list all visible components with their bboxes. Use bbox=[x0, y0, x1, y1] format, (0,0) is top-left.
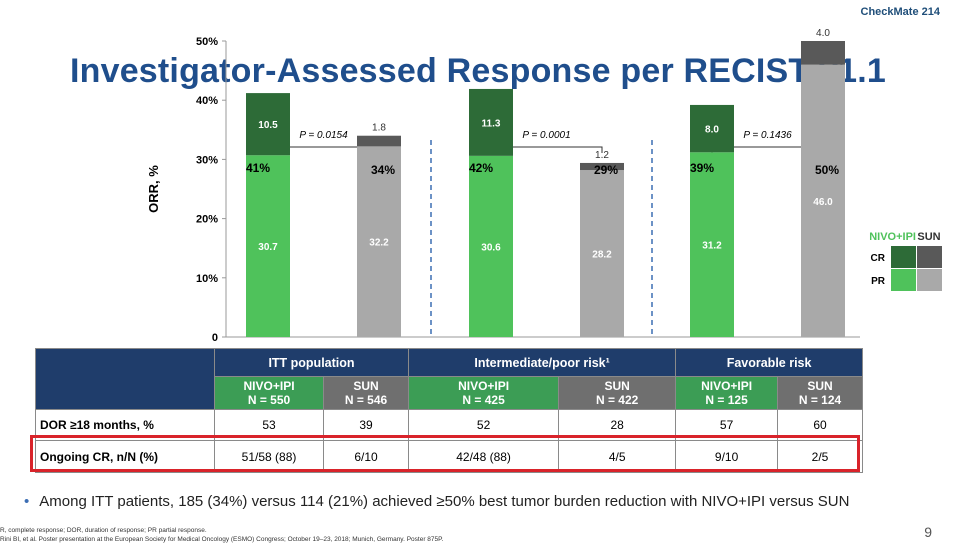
table-cell: 42/48 (88) bbox=[407, 440, 560, 473]
bullet-dot-icon: • bbox=[24, 493, 30, 510]
bar-cr-segment bbox=[469, 88, 513, 156]
footnote-abbreviations: R, complete response; DOR, duration of r… bbox=[0, 527, 207, 534]
p-value-label: P = 0.0154 bbox=[299, 130, 348, 141]
subheader-fav-sun: SUN N = 124 bbox=[777, 376, 863, 410]
y-tick-label: 20% bbox=[196, 214, 218, 226]
y-tick-label: 50% bbox=[196, 36, 218, 48]
table-corner bbox=[35, 348, 215, 410]
subheader-ip-sun: SUN N = 422 bbox=[558, 376, 677, 410]
table-cell: 6/10 bbox=[323, 440, 409, 473]
cr-value-label: 8.0 bbox=[705, 125, 719, 136]
orr-stacked-bar-chart: 0 10% 20% 30% 40% 50% ORR, % P = 0.0154 30.7 10.5… bbox=[146, 28, 942, 344]
pr-value-label: 46.0 bbox=[813, 197, 833, 208]
pr-value-label: 32.2 bbox=[369, 238, 389, 249]
group-header-itt: ITT population bbox=[214, 348, 409, 377]
cr-value-label: 1.2 bbox=[595, 150, 609, 161]
y-axis-title: ORR, % bbox=[146, 165, 161, 213]
cr-value-label: 11.3 bbox=[482, 118, 501, 129]
bar-pr-segment bbox=[246, 155, 290, 337]
cr-value-label: 4.0 bbox=[816, 28, 830, 39]
table-cell: 4/5 bbox=[558, 440, 677, 473]
legend-nivo-cr-swatch bbox=[891, 246, 916, 268]
page-number: 9 bbox=[924, 524, 932, 540]
total-orr-label: 29% bbox=[594, 163, 618, 177]
bar-cr-segment bbox=[580, 162, 624, 171]
bar-cr-segment bbox=[801, 41, 845, 65]
legend-sun-cr-swatch bbox=[917, 246, 942, 268]
ongoing-cr-highlight bbox=[30, 435, 860, 472]
legend-nivo-pr-swatch bbox=[891, 269, 916, 291]
p-value-label: P = 0.1436 bbox=[743, 130, 792, 141]
row-label: Ongoing CR, n/N (%) bbox=[35, 440, 215, 473]
pr-value-label: 30.7 bbox=[258, 242, 278, 253]
group-header-intermediate-poor: Intermediate/poor risk¹ bbox=[407, 348, 677, 377]
table-row-ongoing-cr: Ongoing CR, n/N (%) 51/58 (88) 6/10 42/4… bbox=[35, 440, 863, 473]
subheader-ip-nivo: NIVO+IPI N = 425 bbox=[407, 376, 560, 410]
response-table: ITT population Intermediate/poor risk¹ F… bbox=[35, 348, 863, 473]
bar-pr-segment bbox=[580, 170, 624, 337]
subheader-itt-nivo: NIVO+IPI N = 550 bbox=[213, 376, 325, 410]
total-orr-label: 50% bbox=[815, 163, 839, 177]
bullet-point: • Among ITT patients, 185 (34%) versus 11… bbox=[24, 493, 849, 510]
legend-pr-label: PR bbox=[871, 276, 886, 287]
legend-sun-pr-swatch bbox=[917, 269, 942, 291]
bar-pr-segment bbox=[469, 155, 513, 337]
table-cell: 2/5 bbox=[777, 440, 863, 473]
table-cell: 9/10 bbox=[675, 440, 779, 473]
legend-nivo-label: NIVO+IPI bbox=[869, 231, 916, 243]
total-orr-label: 42% bbox=[469, 161, 493, 175]
y-tick-label: 30% bbox=[196, 154, 218, 166]
legend-cr-label: CR bbox=[871, 253, 886, 264]
study-badge: CheckMate 214 bbox=[860, 6, 941, 18]
legend-sun-label: SUN bbox=[917, 231, 940, 243]
footnote-reference: Rini BI, et al. Poster presentation at t… bbox=[0, 536, 444, 543]
subheader-fav-nivo: NIVO+IPI N = 125 bbox=[675, 376, 779, 410]
bar-pr-segment bbox=[690, 152, 734, 337]
subheader-itt-sun: SUN N = 546 bbox=[323, 376, 409, 410]
bar-pr-segment bbox=[801, 64, 845, 338]
total-orr-label: 41% bbox=[246, 161, 270, 175]
bar-pr-segment bbox=[357, 146, 401, 337]
cr-value-label: 10.5 bbox=[258, 120, 278, 131]
bar-cr-segment bbox=[357, 135, 401, 147]
y-tick-label: 10% bbox=[196, 273, 218, 285]
y-tick-label: 40% bbox=[196, 95, 218, 107]
total-orr-label: 39% bbox=[690, 161, 714, 175]
table-cell: 51/58 (88) bbox=[213, 440, 325, 473]
slide-title: Investigator-Assessed Response per RECIS… bbox=[69, 52, 887, 90]
cr-value-label: 1.8 bbox=[372, 123, 386, 134]
y-tick-label: 0 bbox=[212, 332, 218, 344]
bullet-text: Among ITT patients, 185 (34%) versus 114… bbox=[39, 493, 850, 510]
pr-value-label: 28.2 bbox=[592, 250, 612, 261]
group-header-favorable: Favorable risk bbox=[675, 348, 863, 377]
pr-value-label: 31.2 bbox=[702, 241, 722, 252]
pr-value-label: 30.6 bbox=[481, 242, 501, 253]
bar-cr-segment bbox=[246, 93, 290, 156]
p-value-label: P = 0.0001 bbox=[522, 130, 570, 141]
bar-cr-segment bbox=[690, 104, 734, 153]
total-orr-label: 34% bbox=[371, 163, 395, 177]
